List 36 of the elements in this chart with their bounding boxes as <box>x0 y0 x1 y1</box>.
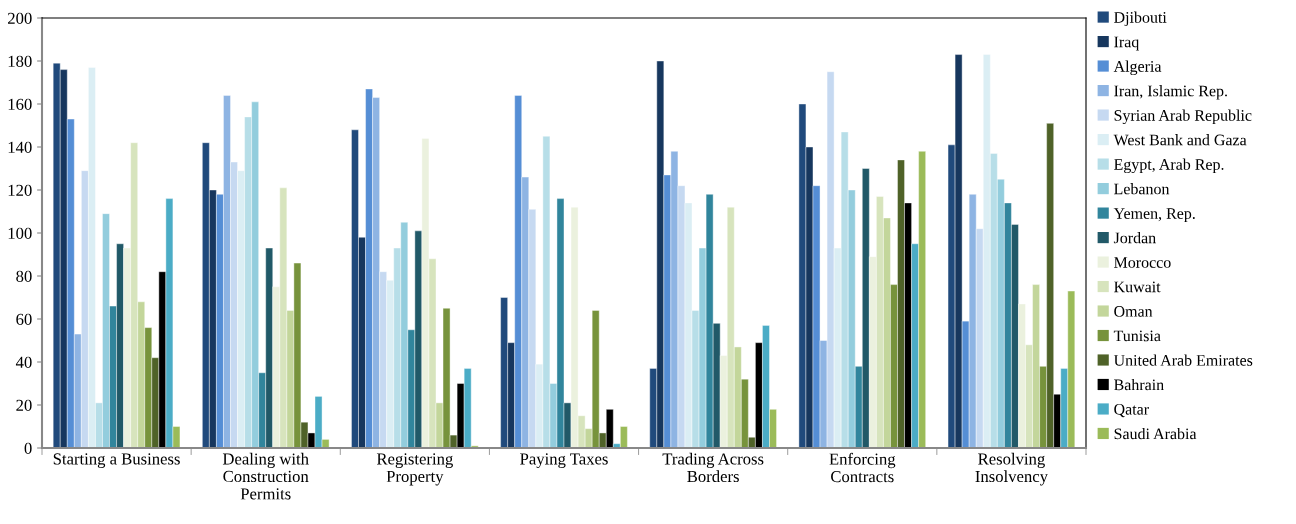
legend-label: Morocco <box>1114 257 1171 268</box>
y-tick-label: 60 <box>16 313 32 325</box>
legend-label: Iran, Islamic Rep. <box>1114 85 1227 100</box>
x-tick-label: Dealing with Construction Permits <box>222 452 309 500</box>
x-tick-label: Trading Across Borders <box>662 452 764 483</box>
y-tick-label: 200 <box>8 12 32 24</box>
legend-label: Tunisia <box>1113 330 1161 342</box>
legend-label: United Arab Emirates <box>1113 354 1253 366</box>
legend-label: Syrian Arab Republic <box>1114 109 1252 125</box>
legend-label: Kuwait <box>1114 281 1161 293</box>
y-tick-label: 20 <box>16 399 32 411</box>
x-tick-label: Registering Property <box>376 453 453 486</box>
y-tick-label: 0 <box>24 442 32 454</box>
legend-label: Oman <box>1114 306 1153 317</box>
legend-label: Bahrain <box>1114 378 1164 391</box>
y-tick-label: 180 <box>8 55 32 67</box>
y-tick-label: 100 <box>8 227 32 239</box>
x-tick-label: Starting a Business <box>53 453 180 468</box>
x-tick-label: Enforcing Contracts <box>829 452 896 483</box>
legend-label: Djibouti <box>1114 11 1167 27</box>
y-tick-label: 40 <box>15 356 32 368</box>
legend-label: Algeria <box>1113 60 1162 76</box>
x-tick-label: Paying Taxes <box>520 453 608 468</box>
y-tick-label: 140 <box>8 141 32 153</box>
legend-label: Iraq <box>1114 36 1139 51</box>
legend-label: Jordan <box>1113 232 1156 244</box>
y-tick-label: 160 <box>8 98 32 110</box>
y-tick-label: 80 <box>16 270 32 282</box>
legend-label: Egypt, Arab Rep. <box>1114 158 1224 174</box>
y-tick-label: 120 <box>8 184 32 196</box>
legend-label: Qatar <box>1114 403 1149 418</box>
legend-label: Saudi Arabia <box>1114 427 1197 440</box>
legend-label: Lebanon <box>1114 183 1170 195</box>
legend-label: West Bank and Gaza <box>1113 134 1247 146</box>
x-tick-label: Resolving Insolvency <box>975 452 1048 486</box>
legend-label: Yemen, Rep. <box>1113 208 1195 223</box>
